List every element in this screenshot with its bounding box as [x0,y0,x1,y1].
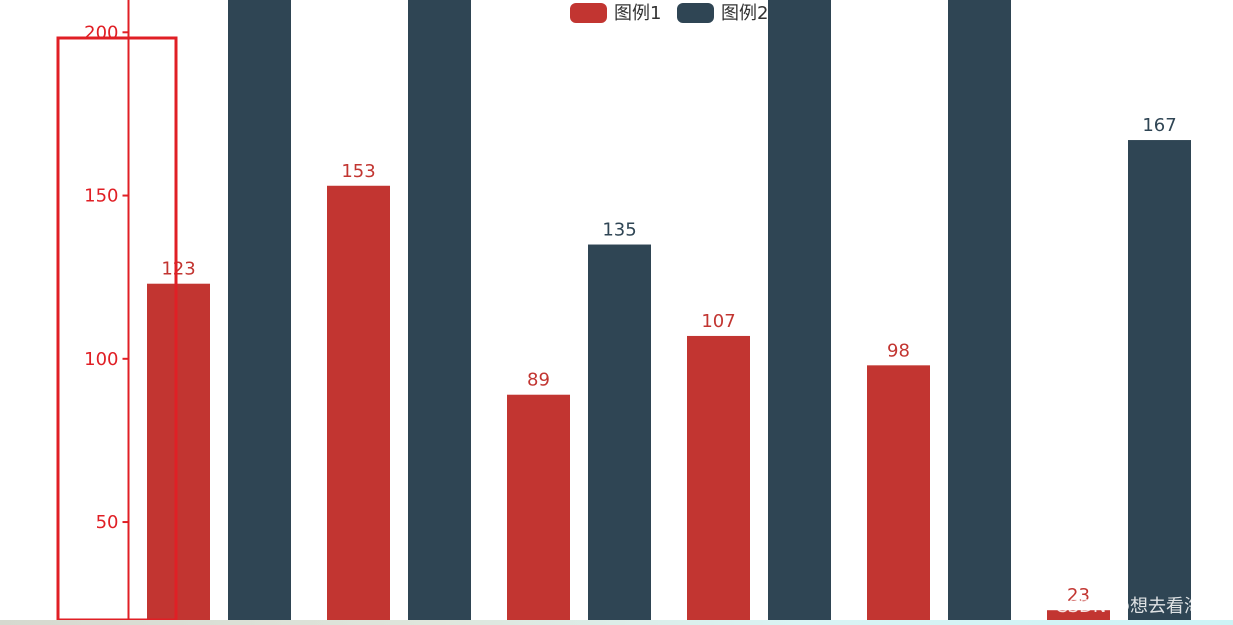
legend-label-1[interactable]: 图例1 [614,3,661,24]
bar-1-1[interactable] [147,283,210,620]
legend-swatch-1[interactable] [570,3,607,23]
bar-2-3[interactable] [588,244,651,620]
data-label: 107 [701,311,735,332]
data-label: 89 [527,370,550,391]
data-label: 98 [887,340,910,361]
bar-1-5[interactable] [867,365,930,620]
bottom-strip [0,620,1233,625]
data-label: 135 [602,220,636,241]
legend-swatch-2[interactable] [677,3,714,23]
y-tick-label: 50 [96,512,119,533]
y-axis: 50100150200250300350 [84,0,130,620]
bars [147,0,1191,621]
bar-1-2[interactable] [327,185,390,620]
bar-2-4[interactable] [768,0,831,620]
bar-2-5[interactable] [948,0,1011,620]
y-tick-label: 100 [84,349,118,370]
data-label: 167 [1142,115,1176,136]
bar-1-6[interactable] [1047,610,1110,620]
data-label: 123 [161,259,195,280]
legend-label-2[interactable]: 图例2 [721,3,768,24]
bar-1-4[interactable] [687,335,750,620]
bar-1-3[interactable] [507,394,570,620]
y-tick-label: 200 [84,22,118,43]
legend[interactable]: 图例1 图例2 [570,3,768,24]
watermark: CSDN @想去看海.. [1055,596,1213,617]
y-tick-label: 150 [84,186,118,207]
data-label: 23 [1067,585,1090,606]
bar-2-6[interactable] [1128,140,1191,621]
bar-2-1[interactable] [228,0,291,620]
data-labels: 123153891079823231321135341245167 [161,115,1176,606]
data-label: 153 [341,161,375,182]
bar-2-2[interactable] [408,0,471,620]
